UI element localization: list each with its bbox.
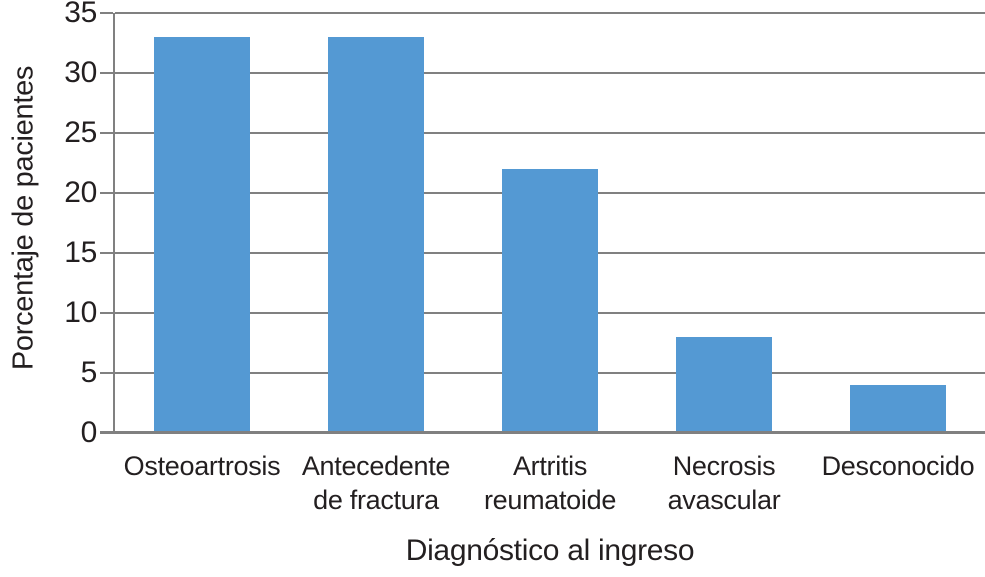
bar xyxy=(154,37,250,433)
y-tick-label: 25 xyxy=(64,116,97,149)
y-tick-label: 20 xyxy=(64,176,97,209)
x-category-labels: Osteoartrosis Antecedente de fractura Artr… xyxy=(115,449,985,517)
y-tick xyxy=(100,132,113,134)
y-tick-label: 35 xyxy=(64,0,97,29)
bar-cell xyxy=(811,13,985,433)
y-tick-label: 5 xyxy=(80,356,98,389)
gridline xyxy=(115,12,985,14)
x-category-label: Artritis reumatoide xyxy=(483,451,617,515)
y-tick-label: 15 xyxy=(64,236,97,269)
y-tick xyxy=(100,252,113,254)
x-category-label: Antecedente de fractura xyxy=(301,451,451,515)
bars-layer xyxy=(115,13,985,433)
y-tick-label: 10 xyxy=(64,296,97,329)
y-tick xyxy=(100,312,113,314)
y-axis-tick-labels: 0 5 10 15 20 25 30 35 xyxy=(0,0,98,449)
x-category-label: Desconocido xyxy=(821,451,975,481)
y-tick-label: 0 xyxy=(80,416,98,449)
bar xyxy=(328,37,424,433)
plot-area xyxy=(115,12,985,433)
bar xyxy=(850,385,946,433)
gridline xyxy=(115,71,985,74)
x-axis-line xyxy=(100,431,985,434)
bar xyxy=(676,337,772,433)
x-axis-title: Diagnóstico al ingreso xyxy=(405,534,695,567)
y-axis-line xyxy=(113,13,115,433)
y-tick xyxy=(100,72,113,74)
y-tick xyxy=(100,192,113,194)
bar-cell xyxy=(289,13,463,433)
x-category-label: Necrosis avascular xyxy=(667,451,781,515)
bar xyxy=(502,169,598,433)
bar-cell xyxy=(463,13,637,433)
x-category-label: Osteoartrosis xyxy=(123,451,281,481)
y-tick-label: 30 xyxy=(64,56,97,89)
bar-cell xyxy=(637,13,811,433)
gridline xyxy=(115,131,985,134)
y-tick xyxy=(100,372,113,374)
bar-cell xyxy=(115,13,289,433)
y-tick xyxy=(100,12,113,14)
